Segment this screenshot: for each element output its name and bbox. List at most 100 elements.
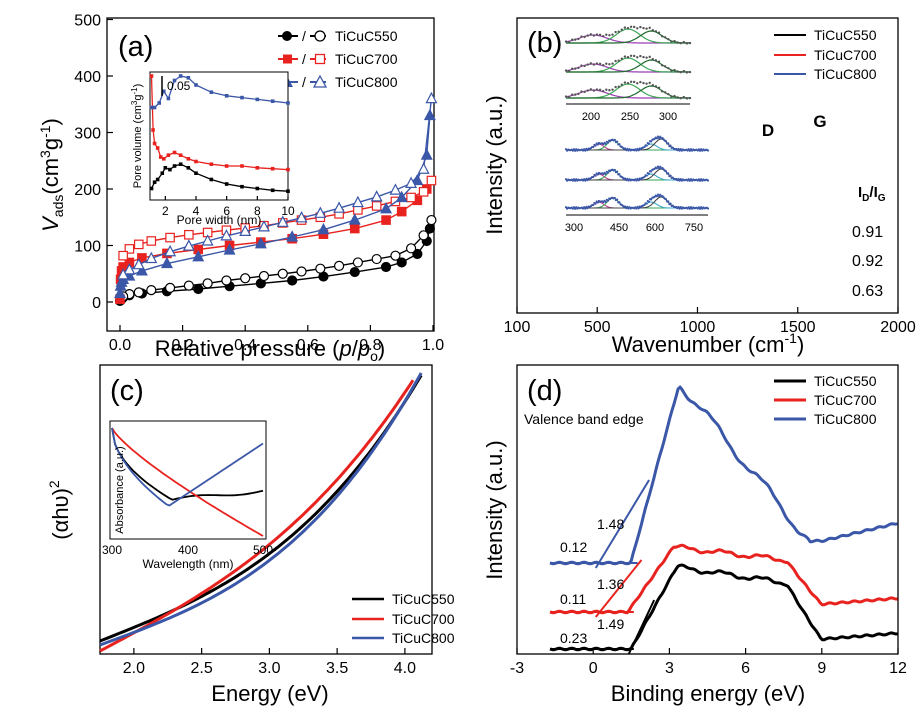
fit-data-point	[605, 33, 608, 36]
fit-data-point	[685, 71, 689, 74]
panel-d-y-axis-label: Intensity (a.u.)	[482, 440, 507, 579]
legend-marker-filled	[282, 31, 292, 41]
inset-point	[270, 99, 275, 103]
fit-data-point	[655, 195, 658, 198]
panel-b-inset-top: 200 250 300	[564, 25, 692, 123]
fit-data-point	[698, 179, 702, 182]
inset-point	[151, 128, 155, 132]
panel-a-x-tick-label: 1.0	[422, 337, 444, 354]
panel-c-legend: TiCuC550 TiCuC700 TiCuC800	[352, 591, 455, 646]
panel-c-x-tick-label: 2.5	[191, 660, 213, 677]
panel-b-x-axis-label: Wavenumber (cm-1)	[612, 330, 805, 357]
fit-data-point	[604, 172, 607, 176]
inset-point	[152, 180, 157, 184]
data-point	[202, 278, 213, 289]
inset-series	[149, 74, 290, 193]
fit-data-point	[602, 34, 605, 38]
fit-data-point	[651, 84, 654, 87]
fit-data-point	[586, 149, 589, 152]
fit-data-point	[670, 40, 673, 43]
fit-data-point	[577, 92, 580, 96]
fit-data-point	[598, 62, 602, 66]
fit-data-point	[645, 202, 648, 205]
fit-data-point	[567, 69, 571, 73]
fit-data-point	[650, 140, 653, 143]
fit-data-point	[608, 63, 611, 66]
inset-point	[286, 101, 290, 105]
panel-c: (c) 2.0 2.5 3.0 3.5 4.0 Energy (eV) (αhυ)2 T…	[46, 364, 455, 706]
fit-data-point	[688, 70, 692, 74]
fit-data-point	[580, 35, 583, 38]
panel-a-frame	[106, 17, 435, 332]
inset-point	[240, 95, 244, 100]
inset-point	[160, 171, 165, 175]
inset-point	[209, 162, 214, 166]
fit-data-point	[616, 170, 619, 173]
fit-data-point	[667, 172, 670, 175]
panel-a-x-tick-label: 0.2	[171, 337, 193, 354]
inset-point	[149, 105, 154, 110]
fit-data-point	[660, 90, 664, 93]
legend-label: TiCuC800	[392, 630, 455, 646]
fit-data-point	[676, 96, 679, 99]
fit-data-point	[664, 91, 667, 94]
panel-c-x-axis-label: Energy (eV)	[211, 681, 328, 706]
panel-d-x-tick-label: 12	[889, 660, 907, 677]
inset-point	[162, 157, 166, 161]
fit-data-point	[598, 88, 602, 92]
fit-data-point	[616, 198, 619, 201]
data-point	[295, 211, 308, 223]
fit-data-point	[706, 149, 710, 152]
inset-point	[149, 186, 154, 191]
panel-a-x-axis-label: Relative pressure (p/po)	[155, 336, 385, 364]
fit-data-point	[584, 179, 587, 182]
fit-data-point	[573, 207, 577, 210]
panel-b-x-tick-label: 1500	[780, 319, 816, 336]
fit-data-point	[616, 140, 619, 143]
fit-data-point	[580, 64, 583, 67]
fit-data-point	[623, 81, 627, 84]
inset-point	[162, 89, 166, 94]
inset-point	[168, 167, 172, 172]
data-point	[425, 91, 438, 104]
fit-data-point	[583, 64, 586, 68]
ratio-value-ticuc800: 0.91	[852, 224, 883, 241]
data-point	[405, 176, 418, 188]
data-point	[133, 287, 144, 298]
fit-data-point	[614, 85, 617, 89]
edge-label-ticuc800-low: 0.12	[560, 539, 587, 555]
absorbance-ticuc700	[111, 427, 264, 537]
fit-data-point	[664, 170, 668, 173]
panel-c-x-tick-label: 3.5	[326, 660, 348, 677]
legend-label: TiCuC550	[335, 28, 398, 44]
fit-data-point	[577, 66, 580, 70]
inset-point	[178, 74, 183, 78]
fit-data-point	[647, 200, 651, 203]
data-point	[124, 244, 135, 254]
legend-label: TiCuC700	[335, 51, 398, 67]
fit-data-point	[626, 82, 630, 85]
inset-point	[240, 184, 244, 189]
inset-top-tick: 250	[621, 111, 639, 123]
fit-data-point	[657, 60, 661, 63]
data-point	[420, 148, 433, 160]
data-point	[133, 239, 144, 250]
inset-point	[255, 166, 260, 170]
fit-data-point	[642, 81, 645, 85]
panel-d-x-ticks: -3 0 3 6 9 12	[510, 648, 907, 677]
data-point	[371, 201, 382, 211]
inset-point	[163, 166, 168, 170]
data-point	[317, 222, 330, 235]
inset-x-axis-label: Pore width (nm)	[177, 213, 262, 227]
inset-point	[158, 155, 163, 159]
fit-data-point	[660, 35, 664, 38]
fit-data-point	[602, 89, 605, 93]
inset-point	[149, 74, 154, 78]
fit-data-point	[592, 63, 596, 66]
panel-a-inset: 2 4 6 8 10 0.05 Pore width (nm) Pore volume …	[130, 71, 295, 227]
data-point	[287, 275, 298, 286]
fit-data-point	[605, 88, 608, 91]
inset-point	[224, 94, 229, 98]
fit-data-point	[648, 81, 651, 85]
data-point	[254, 237, 267, 249]
